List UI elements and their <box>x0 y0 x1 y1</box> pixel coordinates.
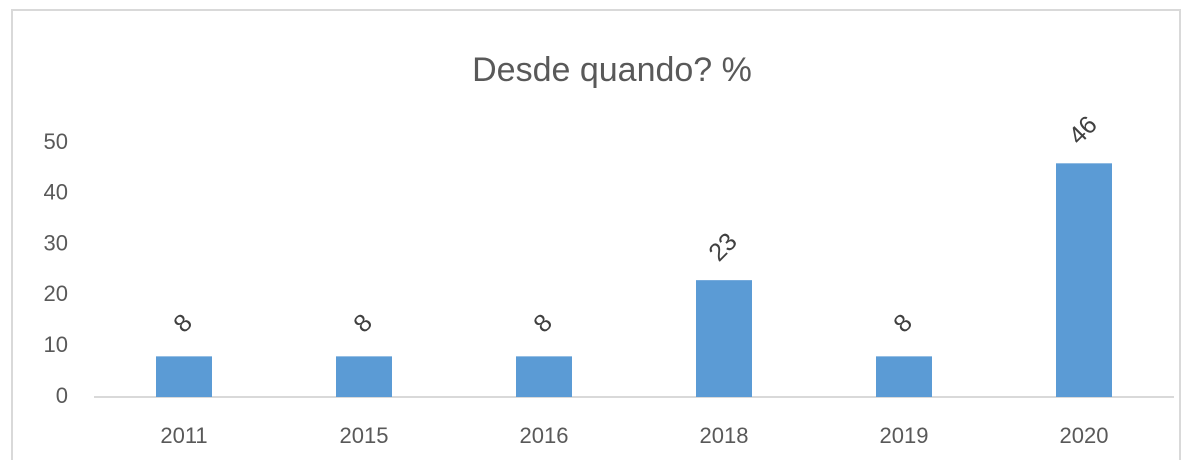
x-tick-label: 2015 <box>340 423 389 448</box>
y-tick-label: 10 <box>44 332 68 357</box>
x-tick-label: 2016 <box>520 423 569 448</box>
y-tick-label: 50 <box>44 129 68 154</box>
bar <box>876 356 932 397</box>
bar <box>156 356 212 397</box>
y-tick-label: 0 <box>56 383 68 408</box>
bar <box>516 356 572 397</box>
x-tick-label: 2011 <box>160 423 207 448</box>
y-tick-label: 40 <box>44 180 68 205</box>
x-tick-label: 2020 <box>1060 423 1109 448</box>
bar <box>1056 163 1112 397</box>
bar <box>696 280 752 397</box>
chart-title: Desde quando? % <box>472 51 752 89</box>
y-tick-label: 20 <box>44 281 68 306</box>
x-tick-label: 2019 <box>880 423 929 448</box>
bar <box>336 356 392 397</box>
x-tick-label: 2018 <box>700 423 749 448</box>
y-tick-label: 30 <box>44 230 68 255</box>
